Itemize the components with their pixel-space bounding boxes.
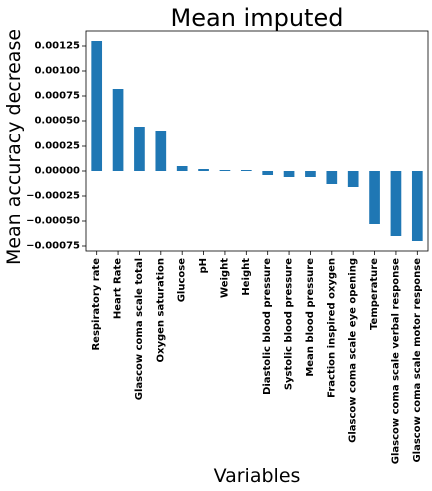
- bar: [369, 171, 380, 224]
- x-tick-label: Weight: [219, 258, 230, 298]
- y-tick-label: 0.00100: [34, 66, 80, 77]
- x-tick-label: Glucose: [177, 258, 188, 303]
- bar: [112, 89, 124, 171]
- bar: [155, 131, 167, 171]
- bar: [176, 166, 188, 171]
- x-tick-label: Glascow coma scale total: [134, 258, 145, 400]
- bar: [91, 41, 103, 171]
- y-tick-label: 0.00050: [34, 116, 80, 127]
- x-tick-label: Glascow coma scale motor response: [412, 258, 423, 463]
- y-tick-label: 0.00075: [34, 91, 80, 102]
- bar: [305, 171, 316, 177]
- x-tick-label: Diastolic blood pressure: [262, 258, 273, 395]
- x-tick-label: Temperature: [369, 258, 380, 330]
- x-tick-label: Mean blood pressure: [305, 258, 316, 377]
- bar: [283, 171, 295, 177]
- x-tick-label: Glascow coma scale eye opening: [348, 258, 359, 443]
- x-tick-label: Fraction inspired oxygen: [326, 258, 337, 398]
- plot-area: Respiratory rate Heart Rate Glascow coma s…: [26, 30, 429, 464]
- y-axis-label: Mean accuracy decrease: [3, 29, 25, 265]
- bar: [198, 169, 209, 171]
- y-tick-label: −0.00075: [26, 241, 80, 252]
- bar: [390, 171, 402, 236]
- bar: [219, 170, 231, 171]
- bar: [326, 171, 338, 184]
- x-tick-label: Heart Rate: [113, 258, 124, 319]
- y-tick-label: −0.00050: [26, 216, 80, 227]
- x-tick-label: Systolic blood pressure: [284, 258, 295, 390]
- x-axis-label: Variables: [214, 465, 301, 487]
- x-tick-label: Respiratory rate: [91, 258, 102, 351]
- x-tick-label: Height: [241, 258, 252, 296]
- bar: [411, 171, 423, 241]
- chart-title: Mean imputed: [171, 4, 344, 32]
- bar: [240, 170, 252, 171]
- y-tick-label: 0.00025: [34, 141, 80, 152]
- bar: [134, 127, 145, 171]
- x-tick-label: pH: [198, 258, 209, 274]
- x-tick-label: Oxygen saturation: [155, 258, 166, 363]
- y-tick-label: −0.00025: [26, 191, 80, 202]
- y-tick-label: 0.00125: [34, 41, 80, 52]
- x-tick-label: Glascow coma scale verbal response: [390, 258, 401, 464]
- bar: [262, 171, 274, 175]
- plot-frame: [85, 30, 429, 252]
- bar: [347, 171, 359, 187]
- y-tick-label: 0.00000: [34, 166, 80, 177]
